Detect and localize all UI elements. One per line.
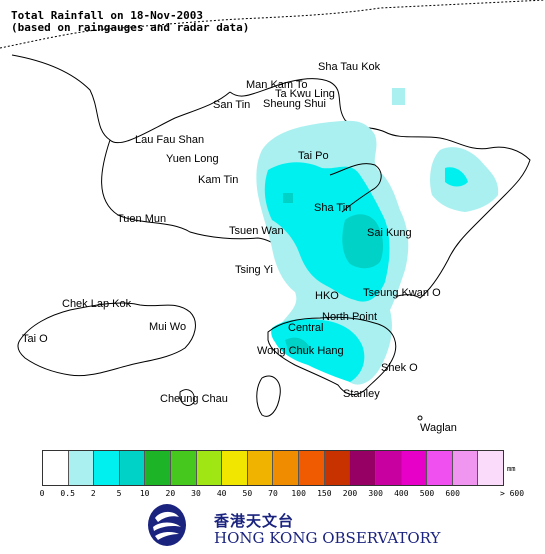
legend-tick-label: 600 [445,489,460,498]
place-waglan: Waglan [420,422,457,434]
legend-swatch [478,451,503,485]
rainfall-map: Total Rainfall on 18-Nov-2003 (based on … [0,0,545,434]
rain-zone-heavy-south [285,337,310,355]
place-stanley: Stanley [343,388,380,400]
legend-swatch [43,451,69,485]
legend-tick-label: 300 [368,489,383,498]
lamma-island-coast [256,375,281,417]
place-hko: HKO [315,290,339,302]
legend-tick-label: 20 [165,489,176,498]
legend-swatch [375,451,402,485]
hko-english-name: HONG KONG OBSERVATORY [214,529,441,547]
place-sai-kung: Sai Kung [367,227,412,239]
place-shek-o: Shek O [381,362,418,374]
legend-tick-label: > 600 [499,489,525,498]
waglan-island [417,415,423,421]
legend-swatch [171,451,197,485]
legend-tick-label: 50 [242,489,253,498]
map-subtitle: (based on raingauges and radar data) [11,21,250,34]
place-tseung-kwan-o: Tseung Kwan O [363,287,441,299]
legend-swatch [324,451,351,485]
legend-swatch [196,451,223,485]
tolo-harbour-coast [329,163,382,213]
place-tsuen-wan: Tsuen Wan [229,225,284,237]
legend-swatch [401,451,428,485]
legend-swatch [94,451,120,485]
legend-tick-label: 2 [90,489,96,498]
legend-swatch [119,451,146,485]
place-tai-po: Tai Po [298,150,329,162]
legend-tick-label: 0.5 [60,489,75,498]
place-cheung-chau: Cheung Chau [160,393,228,405]
place-north-point: North Point [322,311,378,323]
legend-tick-label: 40 [216,489,227,498]
mainland-boundary [0,0,545,49]
place-tsing-yi: Tsing Yi [235,264,273,276]
place-yuen-long: Yuen Long [166,153,219,165]
place-mui-wo: Mui Wo [149,321,187,333]
new-territories-coast [101,78,531,304]
map-canvas [0,0,545,421]
map-title: Total Rainfall on 18-Nov-2003 [11,9,204,22]
legend-swatch [247,451,274,485]
legend-swatch [145,451,172,485]
place-sheung-shui: Sheung Shui [263,98,326,110]
place-tai-o: Tai O [22,333,48,345]
cheung-chau-coast [179,389,195,406]
legend-tick-label: 500 [419,489,435,498]
legend-tick-label: 5 [116,489,122,498]
rainfall-legend [42,450,504,486]
legend-unit: mm [507,465,516,473]
place-lau-fau-shan: Lau Fau Shan [135,134,205,146]
place-sha-tau-kok: Sha Tau Kok [318,61,381,73]
place-wong-chuk-hang: Wong Chuk Hang [257,345,344,357]
legend-tick-label: 0 [39,489,45,498]
hko-emblem-icon [148,504,186,546]
place-sha-tin: Sha Tin [314,202,352,214]
legend-tick-label: 10 [139,489,150,498]
lantau-island-coast [17,302,196,377]
rain-zone-light-north [392,88,405,105]
legend-tick-label: 150 [317,489,332,498]
legend-tick-label: 70 [268,489,278,498]
place-chek-lap-kok: Chek Lap Kok [62,298,132,310]
hko-chinese-name: 香港天文台 [214,512,295,530]
rain-zone-heavy-kam-tin [283,193,293,203]
rain-zone-heavy [342,214,384,269]
legend-swatch [273,451,300,485]
legend-swatch [427,451,453,485]
legend-swatch [452,451,479,485]
rain-zone-moderate-south [271,318,365,382]
legend-tick-label: 30 [191,489,201,498]
place-kam-tin: Kam Tin [198,174,239,186]
place-man-kam-to: Man Kam To [246,79,308,91]
legend-tick-label: 400 [394,489,409,498]
deep-bay-coast [11,54,231,144]
legend-swatch [222,451,248,485]
legend-swatch [68,451,95,485]
legend-swatch [299,451,325,485]
place-ta-kwu-ling: Ta Kwu Ling [275,88,335,100]
hko-logo: 香港天文台 HONG KONG OBSERVATORY [146,500,440,550]
place-central: Central [288,322,324,334]
legend-tick-label: 100 [291,489,306,498]
legend-tick-label: 200 [342,489,358,498]
legend-swatch [350,451,376,485]
place-tuen-mun: Tuen Mun [117,213,167,225]
hong-kong-island-coast [267,316,397,396]
place-san-tin: San Tin [213,99,251,111]
rain-zone-moderate-east [445,167,468,187]
